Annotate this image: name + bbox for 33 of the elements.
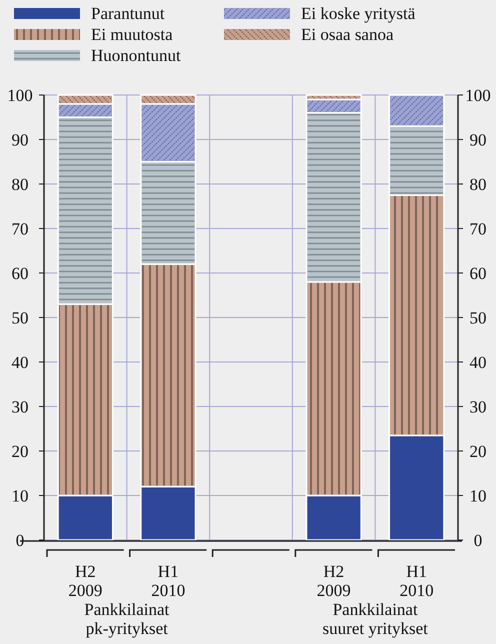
y2-tick-label: 30 (470, 398, 486, 416)
y-tick-label: 60 (12, 264, 28, 283)
y-tick-label: 90 (12, 130, 28, 150)
legend-label: Parantunut (91, 4, 165, 23)
y2-tick-label: 80 (470, 175, 486, 194)
y-tick-label: 30 (12, 398, 28, 416)
y2-tick-label: 0 (474, 531, 482, 550)
y-tick-label: 0 (16, 531, 24, 550)
y2-tick-label: 90 (470, 130, 486, 150)
y2-tick-label: 50 (470, 308, 486, 328)
text: Pankkilainat pk-yritykset (84, 600, 170, 638)
x-tick-label: H2 2009 (316, 562, 351, 600)
y2-tick-label: 10 (470, 486, 486, 506)
legend-label: Huonontunut (91, 46, 181, 65)
x-tick-label: H1 2010 (400, 562, 434, 600)
y-tick-label: 100 (7, 86, 33, 105)
y-tick-label: 10 (12, 486, 28, 506)
legend-label: Ei koske yritystä (301, 4, 416, 23)
legend-label: Ei osaa sanoa (301, 25, 394, 44)
legend-label: Ei muutosta (91, 25, 174, 44)
y2-tick-label: 70 (470, 220, 486, 238)
y2-tick-label: 60 (470, 264, 486, 283)
x-tick-label: H1 2010 (151, 562, 186, 600)
x-tick-label: H2 2009 (68, 562, 102, 600)
y2-tick-label: 20 (470, 442, 486, 461)
y-tick-label: 20 (12, 442, 28, 461)
text: Pankkilainat suuret yritykset (322, 600, 428, 638)
y2-tick-label: 100 (465, 86, 491, 105)
y-tick-label: 70 (12, 220, 28, 238)
y-tick-label: 50 (12, 308, 28, 328)
y-tick-label: 80 (12, 175, 28, 194)
y2-tick-label: 40 (470, 353, 486, 372)
y-tick-label: 40 (12, 353, 28, 372)
